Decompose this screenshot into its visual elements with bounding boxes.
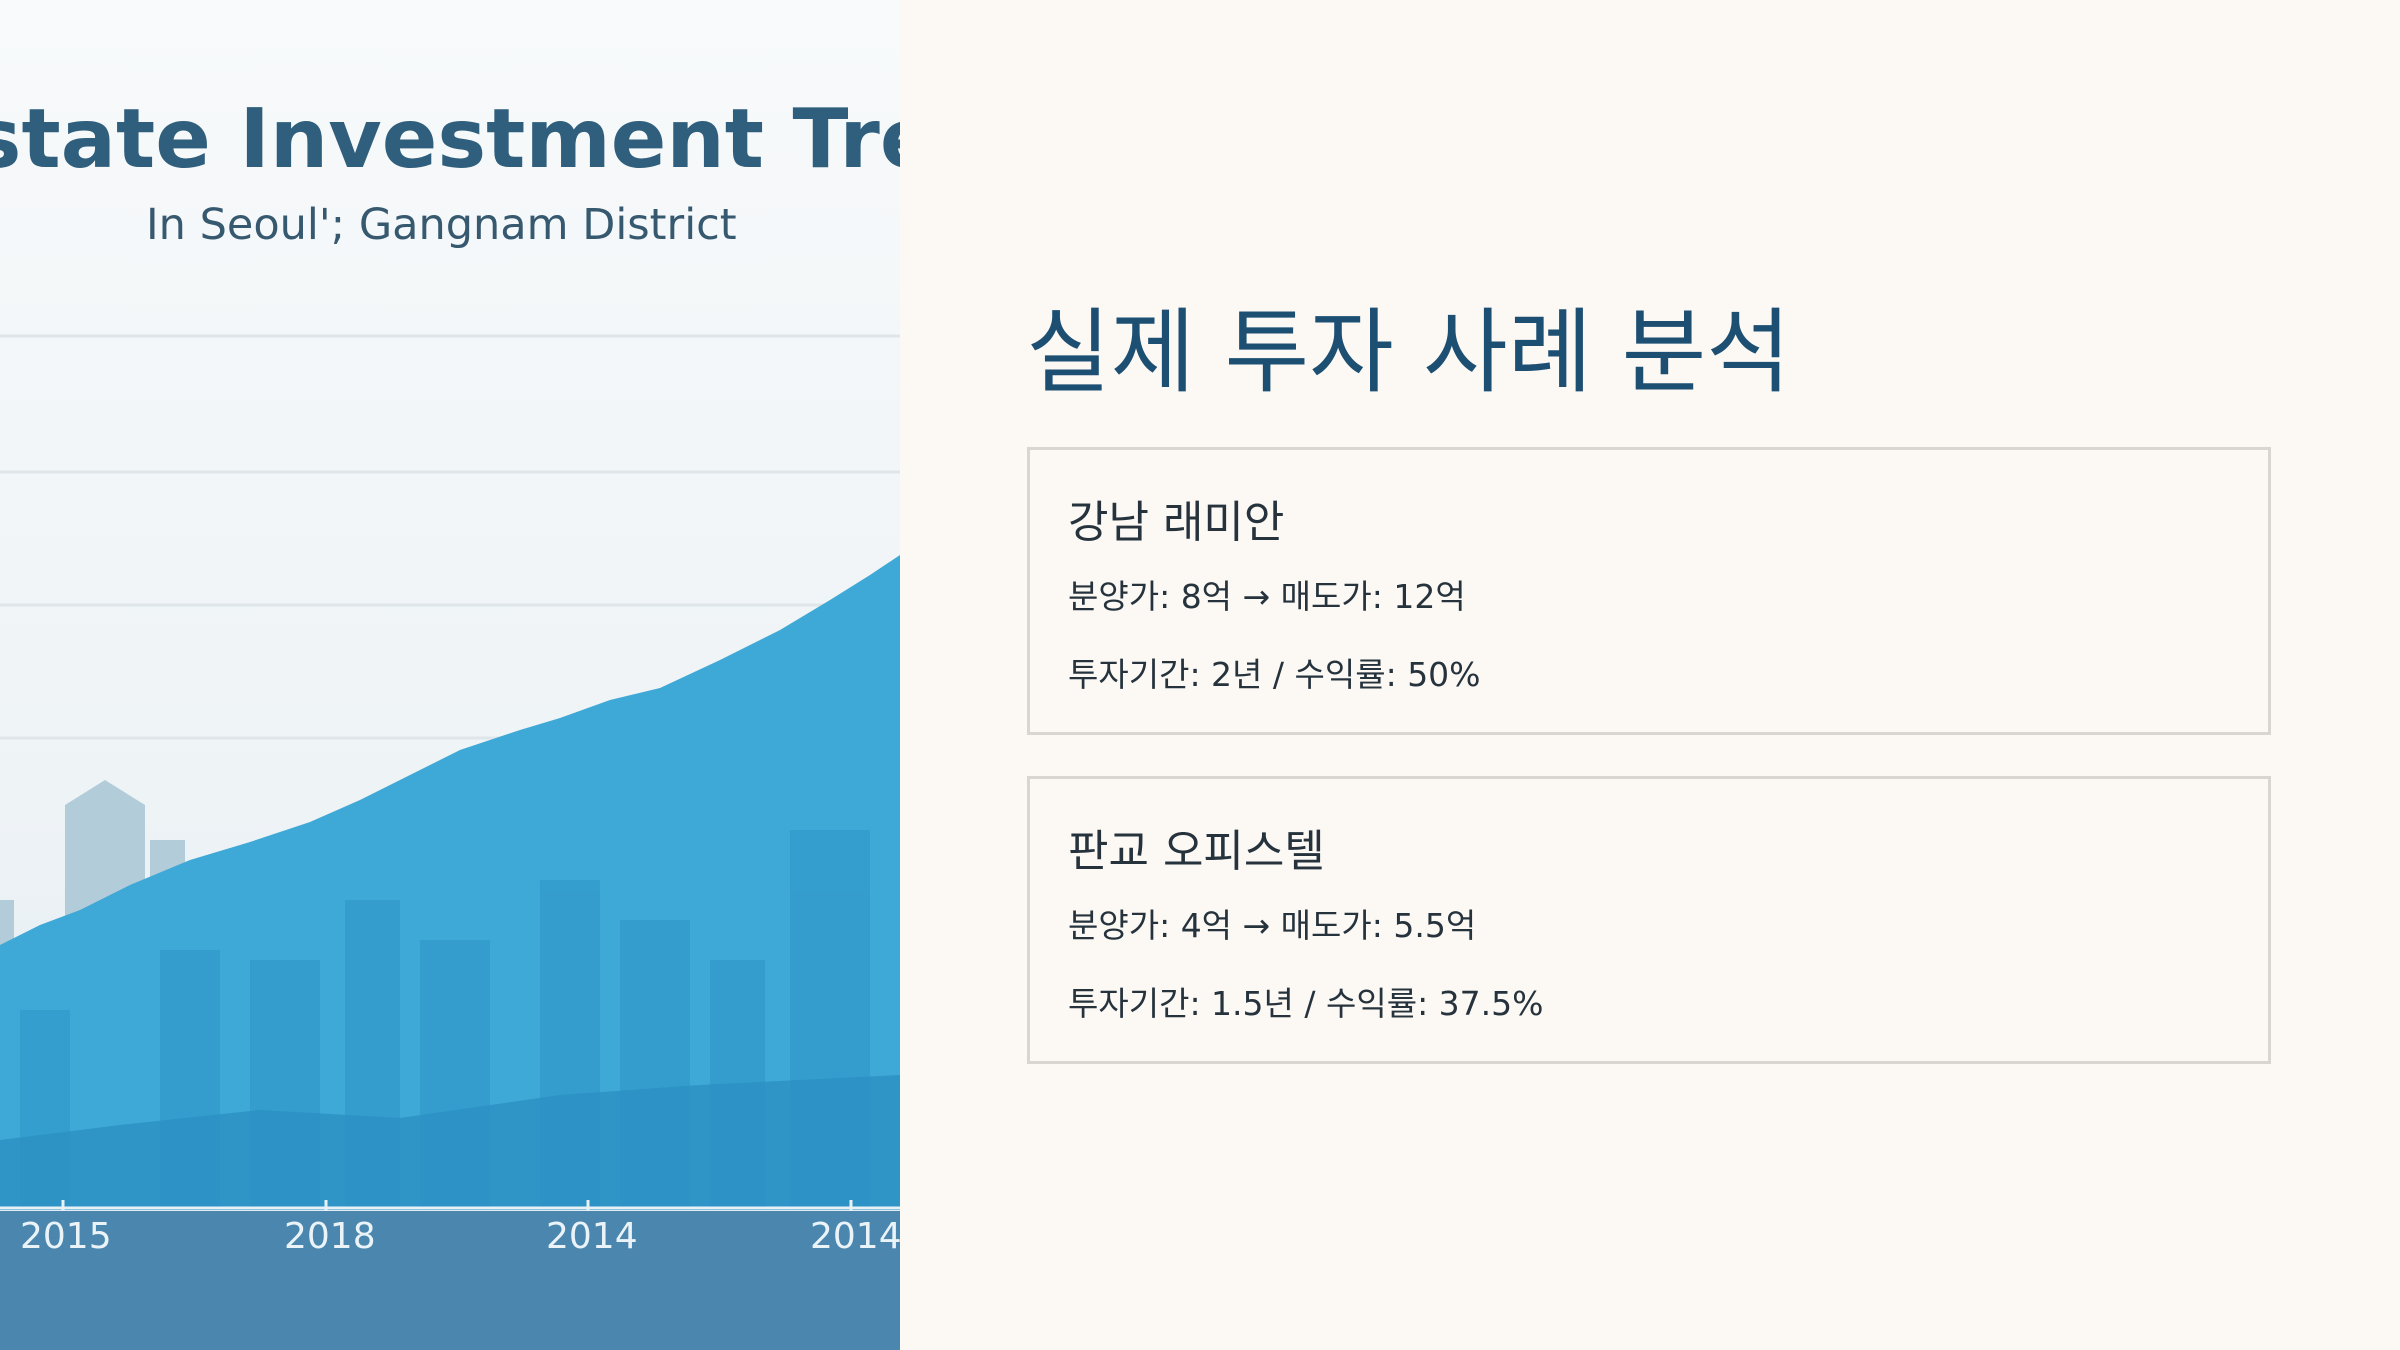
case-summary-line: 투자기간: 2년 / 수익률: 50% (1068, 655, 1481, 694)
trend-illustration (0, 334, 900, 1350)
bottom-band (0, 1211, 900, 1350)
x-tick-label: 2015 (20, 1216, 112, 1257)
x-tick-label: 2018 (284, 1216, 376, 1257)
x-tick-label: 2014 (546, 1216, 638, 1257)
case-name: 강남 래미안 (1068, 497, 1285, 548)
case-summary-line: 투자기간: 1.5년 / 수익률: 37.5% (1068, 984, 1544, 1023)
investment-trend-image: l Estate Investment Tre In Seoul'; Gangn… (0, 0, 900, 1350)
case-price-line: 분양가: 4억 → 매도가: 5.5억 (1068, 906, 1477, 945)
image-subtitle: In Seoul'; Gangnam District (146, 200, 737, 250)
case-card-pangyo-officetel: 판교 오피스텔 분양가: 4억 → 매도가: 5.5억 투자기간: 1.5년 /… (1027, 776, 2271, 1064)
case-price-line: 분양가: 8억 → 매도가: 12억 (1068, 577, 1466, 616)
case-name: 판교 오피스텔 (1068, 826, 1325, 877)
lower-hills (0, 1075, 900, 1210)
slide-heading: 실제 투자 사례 분석 (1026, 299, 1791, 406)
case-card-gangnam-raemian: 강남 래미안 분양가: 8억 → 매도가: 12억 투자기간: 2년 / 수익률… (1027, 447, 2271, 735)
x-tick-label: 2014 (810, 1216, 900, 1257)
image-title: l Estate Investment Tre (0, 92, 900, 187)
